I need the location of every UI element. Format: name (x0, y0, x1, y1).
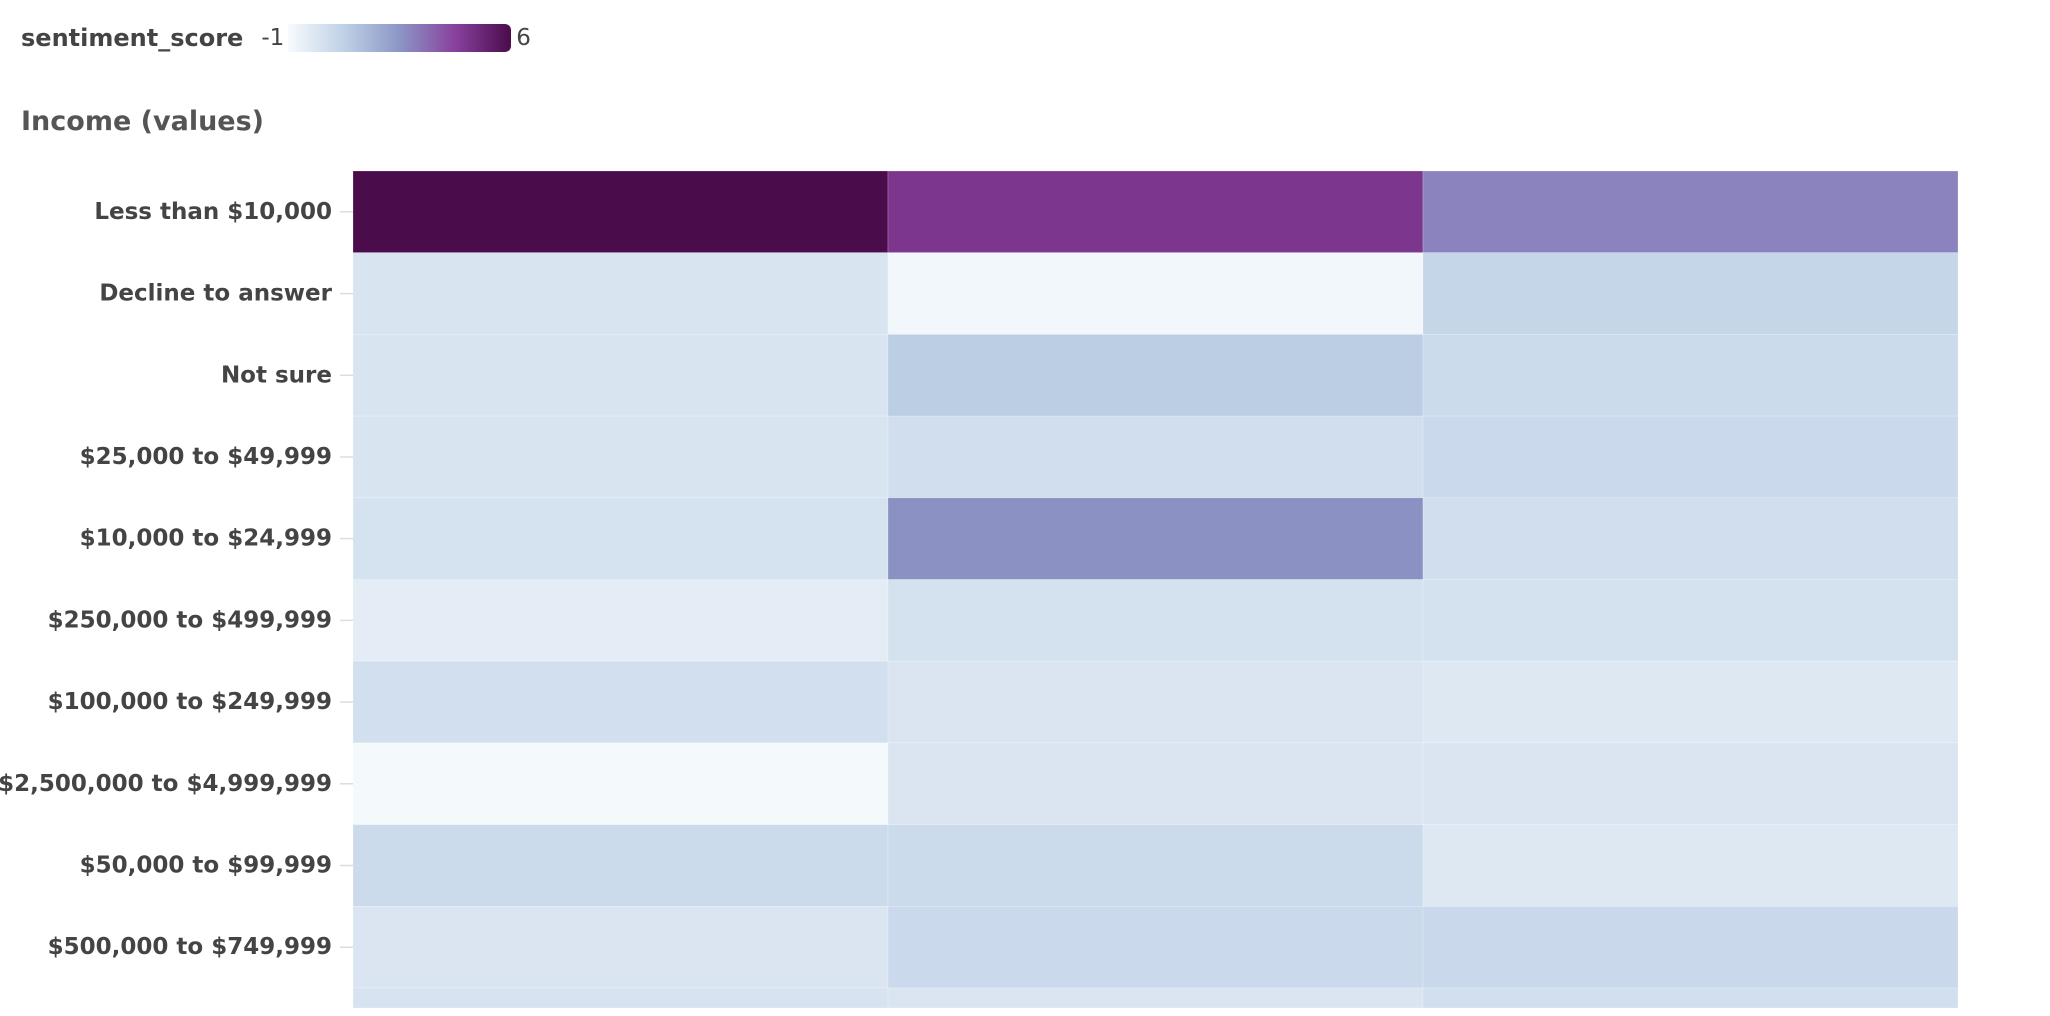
row-label: $250,000 to $499,999 (48, 607, 332, 633)
heatmap-cell (887, 742, 1424, 825)
heatmap-cell (352, 415, 889, 499)
heatmap-cell (887, 252, 1424, 335)
heatmap-cell (1422, 334, 1959, 417)
heatmap-cell (887, 415, 1424, 499)
legend-max-label: 6 (516, 25, 531, 51)
row-label: $500,000 to $749,999 (48, 934, 332, 960)
heatmap-cell (1422, 252, 1959, 335)
heatmap-cell (1422, 824, 1959, 907)
heatmap-cell (352, 905, 889, 989)
heatmap-cell (352, 824, 889, 907)
heatmap-cell (887, 334, 1424, 417)
row-axis-title: Income (values) (21, 106, 265, 137)
heatmap-cell (887, 497, 1424, 580)
heatmap-cell (1422, 742, 1959, 825)
row-label: $50,000 to $99,999 (80, 853, 332, 879)
heatmap-cell (352, 579, 889, 662)
heatmap-cell (352, 987, 889, 1009)
heatmap-cell (887, 987, 1424, 1009)
heatmap-cell (887, 170, 1424, 253)
heatmap-cell (887, 660, 1424, 744)
row-label: $10,000 to $24,999 (80, 526, 332, 552)
heatmap-cell (1422, 987, 1959, 1009)
row-label: $25,000 to $49,999 (80, 444, 332, 470)
heatmap-cell (887, 905, 1424, 989)
row-label: Not sure (221, 362, 332, 388)
legend-title: sentiment_score (21, 24, 244, 52)
heatmap-cell (887, 824, 1424, 907)
heatmap-cell (1422, 579, 1959, 662)
heatmap-cell (352, 170, 889, 253)
legend-gradient-bar (288, 24, 512, 52)
row-label: Less than $10,000 (94, 199, 332, 225)
heatmap-cell (1422, 660, 1959, 744)
heatmap-cell (1422, 497, 1959, 580)
heatmap-cell (352, 252, 889, 335)
heatmap-cell (352, 334, 889, 417)
heatmap-cell (1422, 170, 1959, 253)
row-ticks (340, 211, 353, 948)
heatmap-cell (1422, 415, 1959, 499)
row-label: $100,000 to $249,999 (48, 689, 332, 715)
heatmap-cell (887, 579, 1424, 662)
heatmap-cell (352, 660, 889, 744)
heatmap-cell (352, 742, 889, 825)
legend-min-label: -1 (261, 25, 285, 51)
heatmap-cells (352, 170, 1959, 1009)
heatmap-cell (352, 497, 889, 580)
row-labels: Less than $10,000 Decline to answer Not su… (0, 199, 333, 960)
row-label: $2,500,000 to $4,999,999 (0, 771, 332, 797)
color-legend: sentiment_score -1 6 (21, 18, 531, 58)
heatmap-cell (1422, 905, 1959, 989)
row-label: Decline to answer (99, 281, 332, 307)
